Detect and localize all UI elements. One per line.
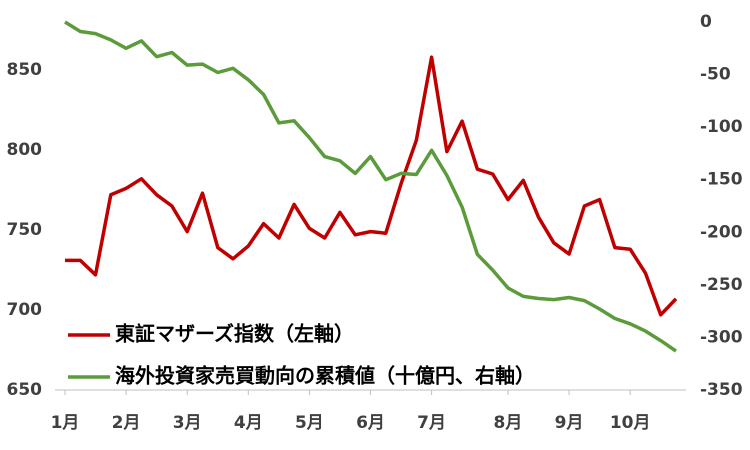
y2-tick-label: -300 xyxy=(700,327,743,347)
x-tick-label: 4月 xyxy=(234,413,263,433)
x-tick-label: 10月 xyxy=(610,413,651,433)
series-line xyxy=(64,20,677,353)
x-tick-label: 5月 xyxy=(295,413,324,433)
y-tick-label: 650 xyxy=(7,380,43,400)
x-tick-label: 1月 xyxy=(51,413,80,433)
x-tick-label: 9月 xyxy=(555,413,584,433)
x-tick-label: 6月 xyxy=(356,413,385,433)
y-tick-label: 700 xyxy=(7,300,43,320)
x-tick-label: 8月 xyxy=(494,413,523,433)
legend-label: 海外投資家売買動向の累積値（十億円、右軸） xyxy=(115,364,535,388)
y2-tick-label: -100 xyxy=(700,117,743,137)
y2-tick-label: -200 xyxy=(700,222,743,242)
x-tick-label: 3月 xyxy=(173,413,202,433)
legend-label: 東証マザーズ指数（左軸） xyxy=(115,322,354,346)
y2-tick-label: 0 xyxy=(700,12,712,32)
y-tick-label: 750 xyxy=(7,220,43,240)
y2-tick-label: -350 xyxy=(700,380,743,400)
y-tick-label: 850 xyxy=(7,60,43,80)
y-tick-label: 800 xyxy=(7,140,43,160)
y2-tick-label: -50 xyxy=(700,65,731,85)
x-tick-label: 2月 xyxy=(112,413,141,433)
series-line xyxy=(65,55,678,317)
y2-tick-label: -150 xyxy=(700,170,743,190)
x-tick-label: 7月 xyxy=(417,413,446,433)
y2-tick-label: -250 xyxy=(700,275,743,295)
